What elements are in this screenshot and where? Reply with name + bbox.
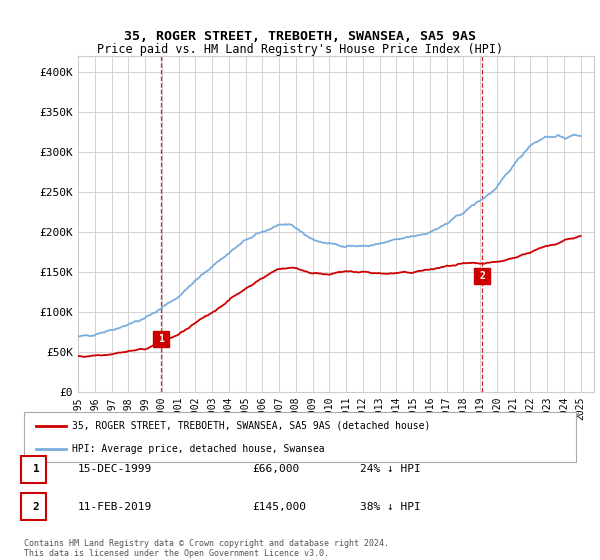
Text: 1: 1 bbox=[32, 464, 40, 474]
Text: Contains HM Land Registry data © Crown copyright and database right 2024.
This d: Contains HM Land Registry data © Crown c… bbox=[24, 539, 389, 558]
Text: 2: 2 bbox=[479, 271, 485, 281]
Text: 11-FEB-2019: 11-FEB-2019 bbox=[78, 502, 152, 512]
Text: Price paid vs. HM Land Registry's House Price Index (HPI): Price paid vs. HM Land Registry's House … bbox=[97, 43, 503, 56]
Text: 15-DEC-1999: 15-DEC-1999 bbox=[78, 464, 152, 474]
Text: HPI: Average price, detached house, Swansea: HPI: Average price, detached house, Swan… bbox=[72, 445, 325, 454]
Text: 24% ↓ HPI: 24% ↓ HPI bbox=[360, 464, 421, 474]
Text: £66,000: £66,000 bbox=[252, 464, 299, 474]
Text: 35, ROGER STREET, TREBOETH, SWANSEA, SA5 9AS (detached house): 35, ROGER STREET, TREBOETH, SWANSEA, SA5… bbox=[72, 421, 430, 431]
Text: 1: 1 bbox=[158, 334, 164, 344]
Text: 2: 2 bbox=[32, 502, 40, 512]
Text: £145,000: £145,000 bbox=[252, 502, 306, 512]
Text: 35, ROGER STREET, TREBOETH, SWANSEA, SA5 9AS: 35, ROGER STREET, TREBOETH, SWANSEA, SA5… bbox=[124, 30, 476, 43]
Text: 38% ↓ HPI: 38% ↓ HPI bbox=[360, 502, 421, 512]
